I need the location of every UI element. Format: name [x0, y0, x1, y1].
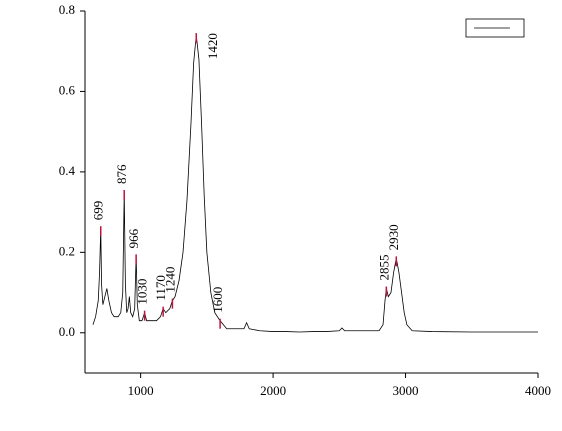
spectrum-line	[92, 35, 538, 333]
x-tick-label: 3000	[393, 383, 419, 398]
x-tick-label: 2000	[260, 383, 286, 398]
peak-label: 1600	[210, 287, 225, 313]
x-tick-label: 1000	[128, 383, 154, 398]
peak-label: 2855	[376, 255, 391, 281]
y-tick-label: 0.6	[59, 82, 76, 97]
peak-label: 1420	[205, 33, 220, 59]
peak-label: 699	[91, 201, 106, 221]
peak-label: 1030	[135, 279, 150, 305]
peak-label: 2930	[386, 224, 401, 250]
y-tick-label: 0.0	[59, 324, 75, 339]
peak-label: 966	[126, 228, 141, 248]
y-tick-label: 0.8	[59, 2, 75, 17]
y-tick-label: 0.2	[59, 243, 75, 258]
peak-label: 876	[114, 164, 129, 184]
y-tick-label: 0.4	[59, 163, 76, 178]
peak-label: 1170	[153, 275, 168, 301]
x-tick-label: 4000	[525, 383, 551, 398]
legend-box	[465, 18, 525, 38]
peak-label: 1240	[162, 267, 177, 293]
